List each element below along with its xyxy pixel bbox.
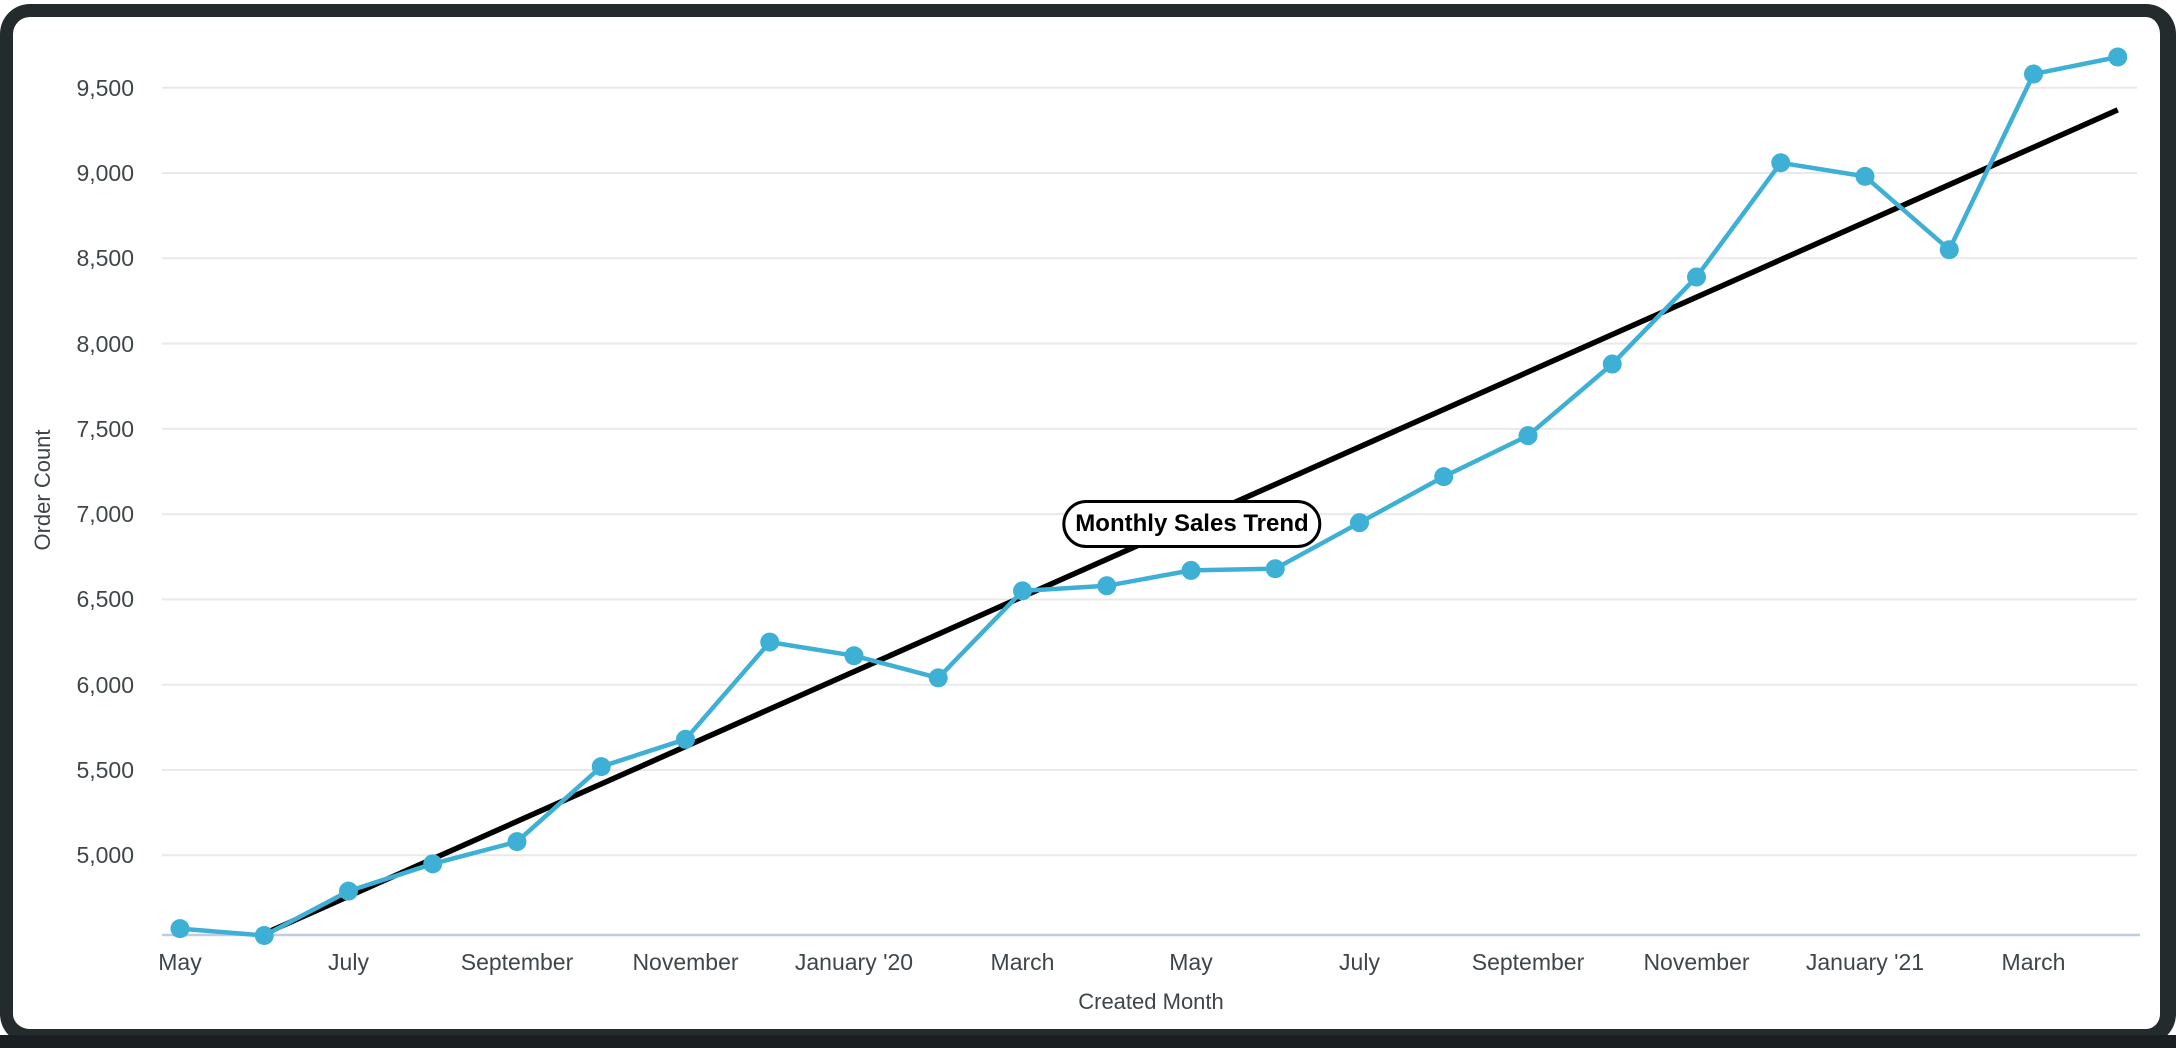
data-point[interactable] <box>507 832 527 852</box>
data-point[interactable] <box>591 757 611 777</box>
y-tick-label: 9,500 <box>76 74 134 101</box>
data-point[interactable] <box>1181 560 1201 580</box>
data-point[interactable] <box>676 729 695 749</box>
y-tick-label: 5,000 <box>76 842 134 869</box>
data-point[interactable] <box>2024 64 2043 84</box>
data-point[interactable] <box>1097 576 1117 596</box>
data-point[interactable] <box>2108 47 2128 67</box>
y-tick-label: 8,500 <box>76 245 134 272</box>
x-tick-label: January '21 <box>1805 949 1925 975</box>
x-tick-label: January '20 <box>794 949 914 975</box>
y-tick-label: 9,000 <box>76 159 134 186</box>
y-axis-title: Order Count <box>30 429 55 551</box>
y-tick-label: 7,500 <box>76 415 134 442</box>
y-tick-label: 7,000 <box>76 501 134 528</box>
x-tick-label: July <box>328 949 369 975</box>
y-tick-label: 6,500 <box>76 586 134 613</box>
data-point[interactable] <box>1771 153 1791 173</box>
x-tick-label: March <box>2001 949 2066 975</box>
data-point[interactable] <box>170 919 190 939</box>
x-tick-label: July <box>1339 949 1380 975</box>
data-point[interactable] <box>1013 581 1032 601</box>
x-tick-label: November <box>1643 949 1750 975</box>
x-tick-label: May <box>158 949 202 975</box>
y-tick-label: 5,500 <box>76 757 134 783</box>
x-axis-title: Created Month <box>1078 989 1224 1014</box>
data-point[interactable] <box>1939 240 1959 260</box>
data-point[interactable] <box>1434 467 1454 487</box>
x-tick-label: May <box>1169 949 1213 975</box>
data-point[interactable] <box>1265 559 1285 579</box>
x-tick-label: November <box>632 949 739 975</box>
data-point[interactable] <box>1602 354 1622 374</box>
y-tick-label: 8,000 <box>76 330 134 357</box>
y-tick-label: 6,000 <box>76 671 134 698</box>
data-point[interactable] <box>1855 166 1875 186</box>
x-tick-label: September <box>460 949 574 975</box>
data-point[interactable] <box>844 646 864 666</box>
series-line <box>177 54 2121 938</box>
data-point[interactable] <box>254 925 274 945</box>
data-point[interactable] <box>928 668 948 688</box>
x-tick-label: September <box>1471 949 1585 975</box>
trendline-label-pill: Monthly Sales Trend <box>1062 500 1322 548</box>
data-point[interactable] <box>760 632 780 652</box>
x-tick-label: March <box>990 949 1055 975</box>
data-point[interactable] <box>339 881 358 901</box>
data-point[interactable] <box>1687 267 1706 287</box>
data-point[interactable] <box>423 854 443 874</box>
window-bottom-edge <box>0 1035 2176 1048</box>
data-point[interactable] <box>1518 426 1538 446</box>
data-point[interactable] <box>1350 513 1369 533</box>
